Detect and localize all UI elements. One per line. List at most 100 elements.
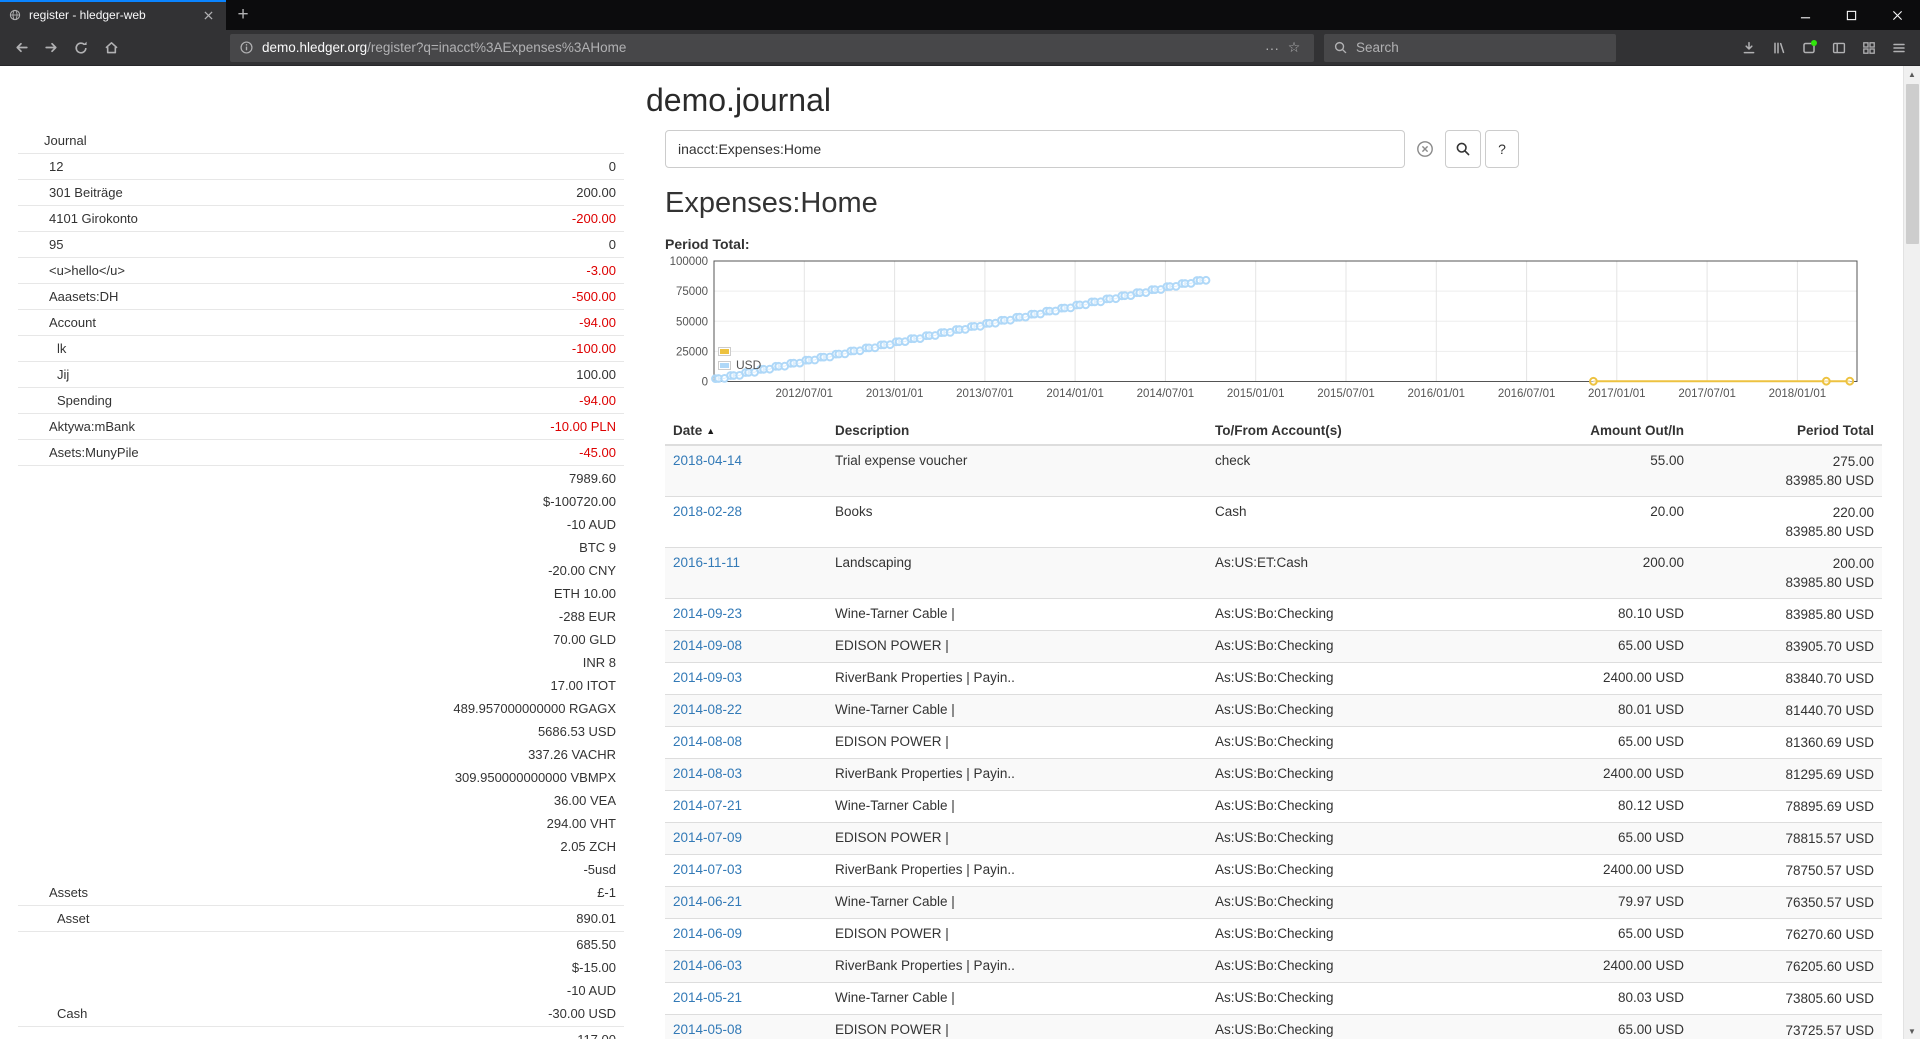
- sidebars-icon[interactable]: [1824, 34, 1854, 62]
- browser-search-bar[interactable]: Search: [1324, 33, 1616, 62]
- register-date-link[interactable]: 2014-06-03: [673, 958, 743, 973]
- register-date-link[interactable]: 2014-08-08: [673, 734, 743, 749]
- register-date-link[interactable]: 2014-09-08: [673, 638, 743, 653]
- register-date-link[interactable]: 2014-07-21: [673, 798, 743, 813]
- downloads-icon[interactable]: [1734, 34, 1764, 62]
- menu-icon[interactable]: [1884, 34, 1914, 62]
- register-description: Wine-Tarner Cable |: [827, 598, 1207, 631]
- sidebar-account-row[interactable]: 4101 Girokonto -200.00: [18, 206, 624, 232]
- sidebar-account-row[interactable]: Jij 100.00: [18, 362, 624, 388]
- account-balance: 0: [608, 237, 616, 252]
- extension-badge-icon[interactable]: [1794, 34, 1824, 62]
- register-period-total: 83905.70 USD: [1692, 630, 1882, 663]
- sidebar-account-row[interactable]: Account -94.00: [18, 310, 624, 336]
- register-date-link[interactable]: 2014-07-09: [673, 830, 743, 845]
- sidebar-account-row[interactable]: <u>hello</u> -3.00: [18, 258, 624, 284]
- register-date-link[interactable]: 2014-09-23: [673, 606, 743, 621]
- svg-text:2014/07/01: 2014/07/01: [1137, 388, 1195, 400]
- register-date-link[interactable]: 2014-05-21: [673, 990, 743, 1005]
- home-icon[interactable]: [96, 34, 126, 62]
- window-maximize-button[interactable]: [1828, 0, 1874, 30]
- account-name[interactable]: Asets:MunyPile: [49, 445, 139, 460]
- url-bar[interactable]: demo.hledger.org/register?q=inacct%3AExp…: [230, 33, 1314, 62]
- svg-text:75000: 75000: [676, 286, 708, 298]
- account-name[interactable]: Asset: [57, 911, 90, 926]
- register-period-total: 73805.60 USD: [1692, 982, 1882, 1015]
- site-info-icon[interactable]: [239, 40, 254, 55]
- account-name[interactable]: 301 Beiträge: [49, 185, 123, 200]
- svg-text:2016/01/01: 2016/01/01: [1408, 388, 1466, 400]
- query-input[interactable]: [665, 130, 1405, 168]
- account-balance: -94.00: [579, 315, 616, 330]
- sidebar-account-row[interactable]: Aktywa:mBank -10.00 PLN: [18, 414, 624, 440]
- register-date-link[interactable]: 2014-08-03: [673, 766, 743, 781]
- register-date-link[interactable]: 2018-04-14: [673, 453, 743, 468]
- new-tab-button[interactable]: +: [237, 4, 249, 25]
- sidebar-account-row[interactable]: 12 0: [18, 154, 624, 180]
- sidebar-account-row[interactable]: 95 0: [18, 232, 624, 258]
- sidebar-account-row[interactable]: Cash 685.50 $-15.00 -10 AUD -30.00 USD: [18, 932, 624, 1027]
- scrollbar-thumb[interactable]: [1906, 84, 1919, 244]
- sidebar-account-row[interactable]: 301 Beiträge 200.00: [18, 180, 624, 206]
- window-minimize-button[interactable]: [1782, 0, 1828, 30]
- account-name[interactable]: <u>hello</u>: [49, 263, 125, 278]
- help-button[interactable]: ?: [1485, 130, 1519, 168]
- account-name[interactable]: 95: [49, 237, 64, 252]
- column-date[interactable]: Date ▲: [665, 417, 827, 446]
- account-name[interactable]: Aaasets:DH: [49, 289, 119, 304]
- library-icon[interactable]: [1764, 34, 1794, 62]
- register-date-link[interactable]: 2014-08-22: [673, 702, 743, 717]
- legend-swatch: [718, 346, 731, 356]
- account-name[interactable]: lk: [57, 341, 67, 356]
- sidebar-journal-link[interactable]: Journal: [18, 128, 624, 154]
- register-amount: 65.00 USD: [1537, 822, 1692, 855]
- browser-tab[interactable]: register - hledger-web: [0, 0, 226, 30]
- scroll-down-icon[interactable]: ▼: [1908, 1026, 1916, 1036]
- account-name[interactable]: Aktywa:mBank: [49, 419, 135, 434]
- account-name[interactable]: 12: [49, 159, 64, 174]
- register-date-link[interactable]: 2014-06-09: [673, 926, 743, 941]
- register-period-total: 78815.57 USD: [1692, 822, 1882, 855]
- forward-icon[interactable]: [36, 34, 66, 62]
- clear-query-button[interactable]: [1405, 130, 1445, 168]
- scroll-up-icon[interactable]: ▲: [1908, 69, 1916, 79]
- account-name[interactable]: Assets: [49, 885, 89, 900]
- sidebar-account-row[interactable]: Aaasets:DH -500.00: [18, 284, 624, 310]
- account-name[interactable]: 4101 Girokonto: [49, 211, 138, 226]
- register-date-link[interactable]: 2014-09-03: [673, 670, 743, 685]
- register-date-link[interactable]: 2016-11-11: [673, 555, 741, 570]
- register-date-link[interactable]: 2014-07-03: [673, 862, 743, 877]
- account-name[interactable]: Cash: [57, 1006, 88, 1021]
- account-balance: 100.00: [576, 367, 616, 382]
- register-date-link[interactable]: 2014-06-21: [673, 894, 743, 909]
- sidebar-account-row[interactable]: lk -100.00: [18, 336, 624, 362]
- register-amount: 55.00: [1537, 444, 1692, 497]
- account-name[interactable]: Spending: [57, 393, 112, 408]
- register-date-link[interactable]: 2014-05-08: [673, 1022, 743, 1037]
- account-name[interactable]: Account: [49, 315, 96, 330]
- svg-text:2016/07/01: 2016/07/01: [1498, 388, 1556, 400]
- register-description: Wine-Tarner Cable |: [827, 982, 1207, 1015]
- magnifier-icon: [1455, 141, 1471, 157]
- sidebar-account-row[interactable]: Assets 7989.60 $-100720.00 -10 AUD BTC 9 -20.…: [18, 466, 624, 906]
- window-close-button[interactable]: [1874, 0, 1920, 30]
- register-period-total: 81360.69 USD: [1692, 726, 1882, 759]
- sidebar-account-row[interactable]: -117.00: [18, 1027, 624, 1039]
- page-actions-icon[interactable]: ···: [1265, 39, 1279, 56]
- page-scrollbar[interactable]: ▲ ▼: [1903, 66, 1920, 1039]
- sidebar-account-row[interactable]: Asets:MunyPile -45.00: [18, 440, 624, 466]
- register-amount: 80.03 USD: [1537, 982, 1692, 1015]
- sidebar-account-row[interactable]: Asset 890.01: [18, 906, 624, 932]
- register-amount: 2400.00 USD: [1537, 950, 1692, 983]
- submit-search-button[interactable]: [1445, 130, 1481, 168]
- url-domain: demo.hledger.org: [262, 40, 368, 55]
- account-name[interactable]: Jij: [57, 367, 70, 382]
- tab-close-icon[interactable]: [198, 5, 218, 25]
- register-date-link[interactable]: 2018-02-28: [673, 504, 743, 519]
- sidebar-account-row[interactable]: Spending -94.00: [18, 388, 624, 414]
- register-account: As:US:Bo:Checking: [1207, 630, 1537, 663]
- reload-icon[interactable]: [66, 34, 96, 62]
- bookmark-star-icon[interactable]: ☆: [1287, 39, 1301, 55]
- grid-icon[interactable]: [1854, 34, 1884, 62]
- back-icon[interactable]: [6, 34, 36, 62]
